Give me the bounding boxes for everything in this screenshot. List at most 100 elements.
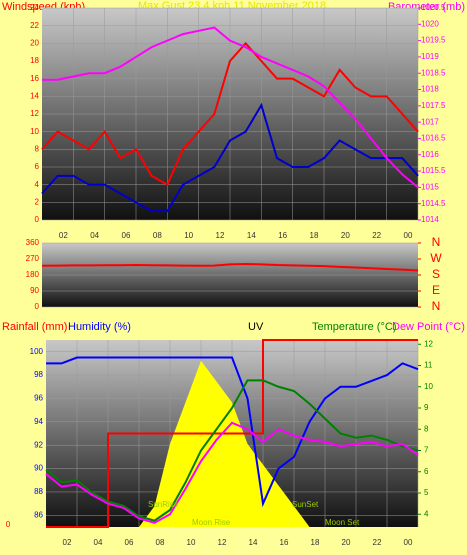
x-tick-label: 22 [372,231,381,240]
y2-tick-label: 1018.5 [421,68,446,77]
y-tick-label: 0 [35,302,40,311]
chart-title: Max Gust 23.4 kph 11 November 2018 [138,0,326,12]
y2-tick-label: 6 [424,467,429,476]
y-tick-label: 20 [30,38,39,47]
y2-tick-label: 1015 [421,182,439,191]
y2-tick-label: 1019 [421,52,439,61]
x-tick-label: 14 [249,538,258,547]
y2-tick-label: 10 [424,382,433,391]
x-tick-label: 12 [216,231,225,240]
x-tick-label: 18 [310,231,319,240]
annotation: Moon Set [325,518,360,527]
y2-tick-label: 1014.5 [421,199,446,208]
x-tick-label: 02 [59,231,68,240]
y-tick-label: 14 [30,91,39,100]
series-line [46,339,418,528]
y2-tick-label: 1016.5 [421,134,446,143]
y-tick-label: 8 [35,144,40,153]
x-tick-label: 12 [218,538,227,547]
annotation: SunRise [148,500,179,509]
x-tick-label: 20 [341,231,350,240]
x-tick-label: 08 [156,538,165,547]
dewpoint-label: Dew Point (°C) [392,321,465,333]
x-tick-label: 22 [373,538,382,547]
y-tick-label: 10 [30,127,39,136]
y-tick-label: 0 [35,215,40,224]
series-line [46,356,419,508]
y-tick-label: 100 [30,347,44,356]
rain-label: Rainfall (mm) [2,321,67,333]
x-tick-label: 04 [90,231,99,240]
y-tick-label: 90 [34,464,43,473]
y2-tick-label: 1014 [421,215,439,224]
y2-tick-label: 1015.5 [421,166,446,175]
x-tick-label: 16 [278,231,287,240]
series-line [42,26,419,189]
y-tick-label: 22 [30,21,39,30]
y-tick-label: 2 [35,197,40,206]
x-tick-label: 10 [187,538,196,547]
y2-tick-label: 1020 [421,19,439,28]
y-tick-label: 360 [26,238,40,247]
annotation: SunSet [292,500,319,509]
x-tick-label: 18 [311,538,320,547]
x-tick-label: 04 [94,538,103,547]
x-tick-label: 02 [63,538,72,547]
series-line [41,41,419,187]
y-tick-label: 96 [34,394,43,403]
y2-tick-label: E [432,283,440,297]
y-tick-label: 86 [34,510,43,519]
series-line [45,421,419,524]
y2-tick-label: W [430,251,442,265]
series-line [41,262,419,272]
temperature-label: Temperature (°C) [312,321,396,333]
x-tick-label: 00 [404,538,413,547]
annotation: Moon Rise [192,518,231,527]
y2-tick-label: 1020.5 [421,3,446,12]
y-tick-label: 16 [30,74,39,83]
x-tick-label: 08 [153,231,162,240]
y2-tick-label: 1016 [421,150,439,159]
y2-tick-label: N [432,235,441,249]
y-tick-label: 180 [26,270,40,279]
y2-tick-label: 1019.5 [421,36,446,45]
y-tick-label: 12 [30,109,39,118]
x-tick-label: 10 [184,231,193,240]
y-tick-label: 98 [34,370,43,379]
y2-tick-label: 7 [424,446,429,455]
x-tick-label: 06 [125,538,134,547]
uv-area [46,360,418,527]
y-tick-label: 90 [30,286,39,295]
y2-tick-label: 12 [424,339,433,348]
y2-tick-label: 9 [424,403,429,412]
x-tick-label: 20 [342,538,351,547]
y2-tick-label: 1017 [421,117,439,126]
humidity-label: Humidity (%) [68,321,131,333]
x-tick-label: 16 [280,538,289,547]
y-tick-label: 6 [35,162,40,171]
x-tick-label: 14 [247,231,256,240]
y-tick-label: 88 [34,487,43,496]
y-tick-label: 4 [35,180,40,189]
uv-label: UV [248,321,264,333]
x-tick-label: 06 [122,231,131,240]
y-tick-label: 92 [34,440,43,449]
y2-tick-label: S [432,267,440,281]
y2-tick-label: 1017.5 [421,101,446,110]
y2-tick-label: 4 [424,509,429,518]
y3-tick-label: 0 [6,520,11,529]
y2-tick-label: 8 [424,424,429,433]
y2-tick-label: N [432,299,441,313]
series-line [45,379,419,522]
y2-tick-label: 11 [424,361,433,370]
y-tick-label: 24 [30,3,39,12]
y2-tick-label: 1018 [421,85,439,94]
series-line [41,102,419,213]
y-tick-label: 94 [34,417,43,426]
y-tick-label: 18 [30,56,39,65]
y-tick-label: 270 [26,254,40,263]
y2-tick-label: 5 [424,488,429,497]
x-tick-label: 00 [404,231,413,240]
